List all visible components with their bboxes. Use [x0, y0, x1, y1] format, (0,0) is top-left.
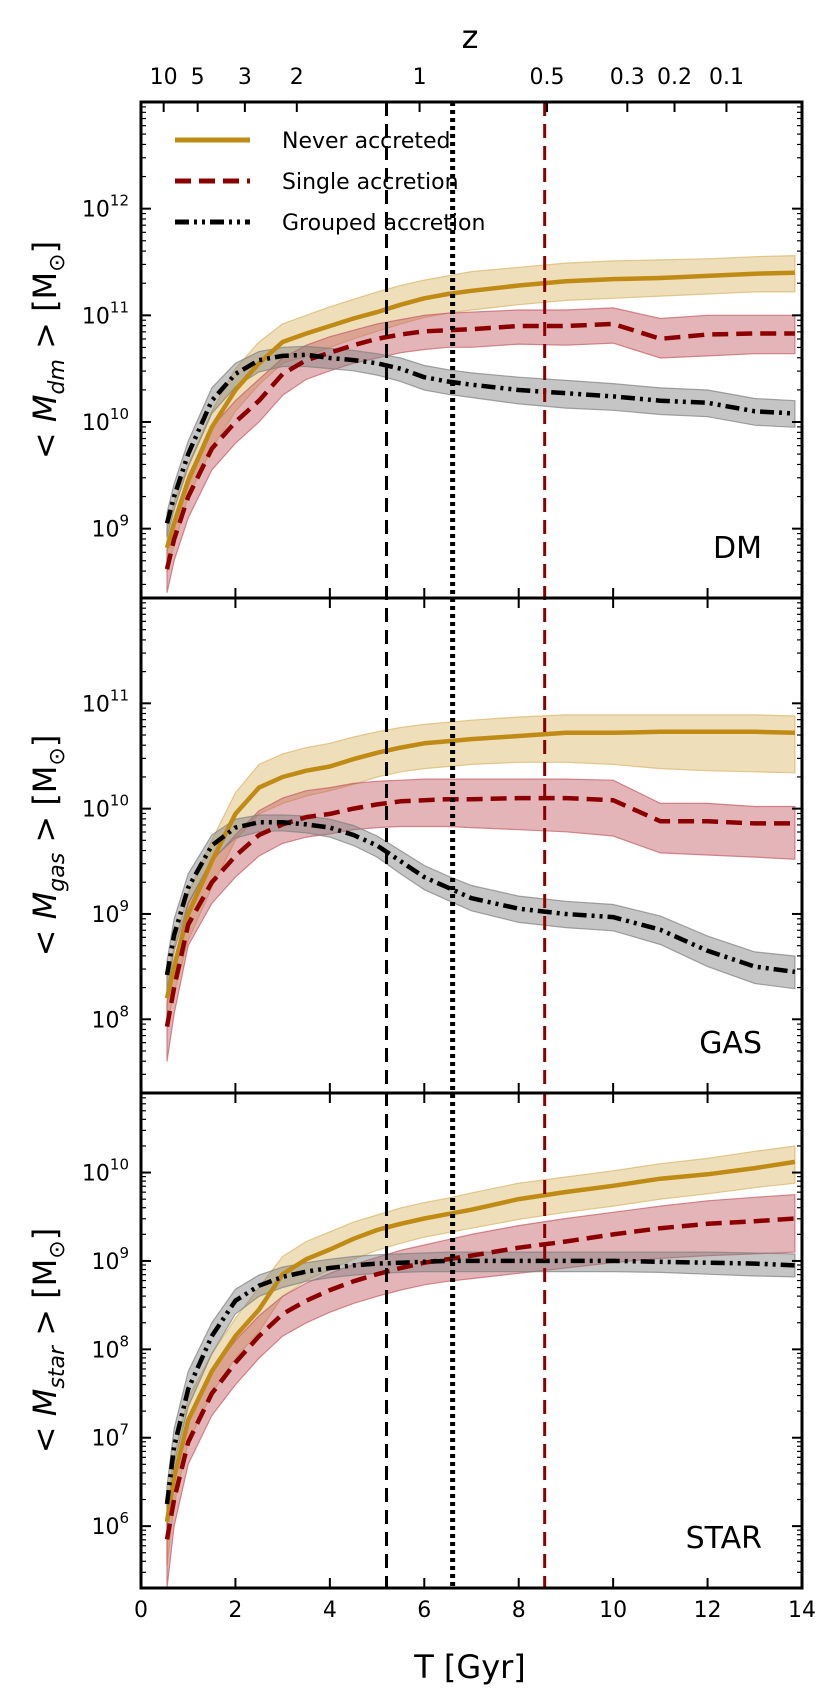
x-tick-label: 0	[134, 1598, 148, 1623]
line-grouped	[164, 820, 796, 976]
legend-label-never: Never accreted	[282, 129, 450, 154]
x-tick-label: 2	[228, 1598, 242, 1623]
z-tick-label: 0.3	[610, 65, 645, 90]
y-tick-label: 109	[91, 512, 129, 543]
y-tick-label: 1010	[82, 792, 129, 823]
y-tick-label: 1010	[82, 1156, 129, 1187]
y-tick-label: 109	[91, 1244, 129, 1275]
panel-frames	[139, 100, 804, 1590]
z-tick-label: 3	[238, 65, 252, 90]
z-tick-label: 0.5	[530, 65, 565, 90]
y-tick-label: 107	[91, 1421, 129, 1452]
panel-frame	[139, 1091, 804, 1590]
y-tick-label: 109	[91, 897, 129, 928]
panel-plot-area	[164, 714, 796, 1062]
top-axis-title: z	[462, 18, 479, 56]
line-never	[164, 270, 795, 549]
band-grouped	[166, 345, 796, 538]
line-grouped	[164, 352, 796, 524]
y-axis-title: < Mdm > [M⊙]	[26, 241, 70, 459]
z-tick-label: 1	[413, 65, 427, 90]
y-axis-title: < Mstar > [M⊙]	[26, 1228, 70, 1453]
y-tick-label: 1011	[82, 686, 129, 717]
y-tick-label: 106	[91, 1509, 129, 1540]
z-tick-label: 0.2	[657, 65, 692, 90]
z-tick-label: 0.1	[709, 65, 744, 90]
line-never	[164, 1159, 796, 1523]
panel-star: 106 107 108 109 1010 STAR < Mstar > [M⊙]	[26, 1093, 803, 1589]
line-single	[164, 795, 795, 1028]
x-tick-label: 8	[512, 1598, 526, 1623]
band-never	[166, 714, 796, 1025]
z-tick-label: 5	[191, 65, 205, 90]
panel-dm: 109 1010 1011 1012 DM < Mdm > [M⊙]	[26, 106, 803, 598]
line-grouped	[164, 1258, 796, 1505]
band-grouped	[166, 1251, 796, 1527]
legend-label-single: Single accretion	[282, 170, 459, 195]
legend: Never accreted Single accretion Grouped ac…	[175, 129, 485, 236]
panel-label: DM	[713, 531, 762, 566]
x-tick-label: 10	[599, 1598, 627, 1623]
band-single	[166, 778, 796, 1062]
x-tick-label: 14	[788, 1598, 816, 1623]
vertical-reference-lines	[385, 102, 547, 1588]
panel-plot-area	[164, 1145, 796, 1588]
panel-plot-area	[164, 254, 796, 593]
band-never	[166, 254, 796, 572]
z-tick-label: 10	[150, 65, 178, 90]
top-z-axis: z 10 5 3 2 1 0.5 0.3 0.2 0.1	[150, 18, 744, 112]
y-tick-label: 1012	[82, 192, 129, 223]
x-axis-title: T [Gyr]	[413, 1648, 526, 1686]
y-tick-label: 1011	[82, 298, 129, 329]
y-axis-title: < Mgas > [M⊙]	[26, 735, 70, 957]
y-tick-label: 108	[91, 1002, 129, 1033]
line-single	[164, 1216, 796, 1540]
line-single	[164, 321, 795, 570]
y-tick-label: 108	[91, 1332, 129, 1363]
panel-label: STAR	[686, 1521, 762, 1556]
x-tick-label: 4	[323, 1598, 337, 1623]
panel-gas: 108 109 1010 1011 GAS < Mgas > [M⊙]	[26, 598, 803, 1094]
x-tick-label: 12	[694, 1598, 722, 1623]
x-axis: T [Gyr] 0 2 4 6 8 10 12 14	[134, 1598, 816, 1686]
panel-label: GAS	[699, 1026, 762, 1061]
legend-label-grouped: Grouped accretion	[282, 211, 485, 236]
z-tick-label: 2	[290, 65, 304, 90]
band-single	[166, 307, 796, 593]
x-tick-label: 6	[417, 1598, 431, 1623]
y-tick-label: 1010	[82, 405, 129, 436]
